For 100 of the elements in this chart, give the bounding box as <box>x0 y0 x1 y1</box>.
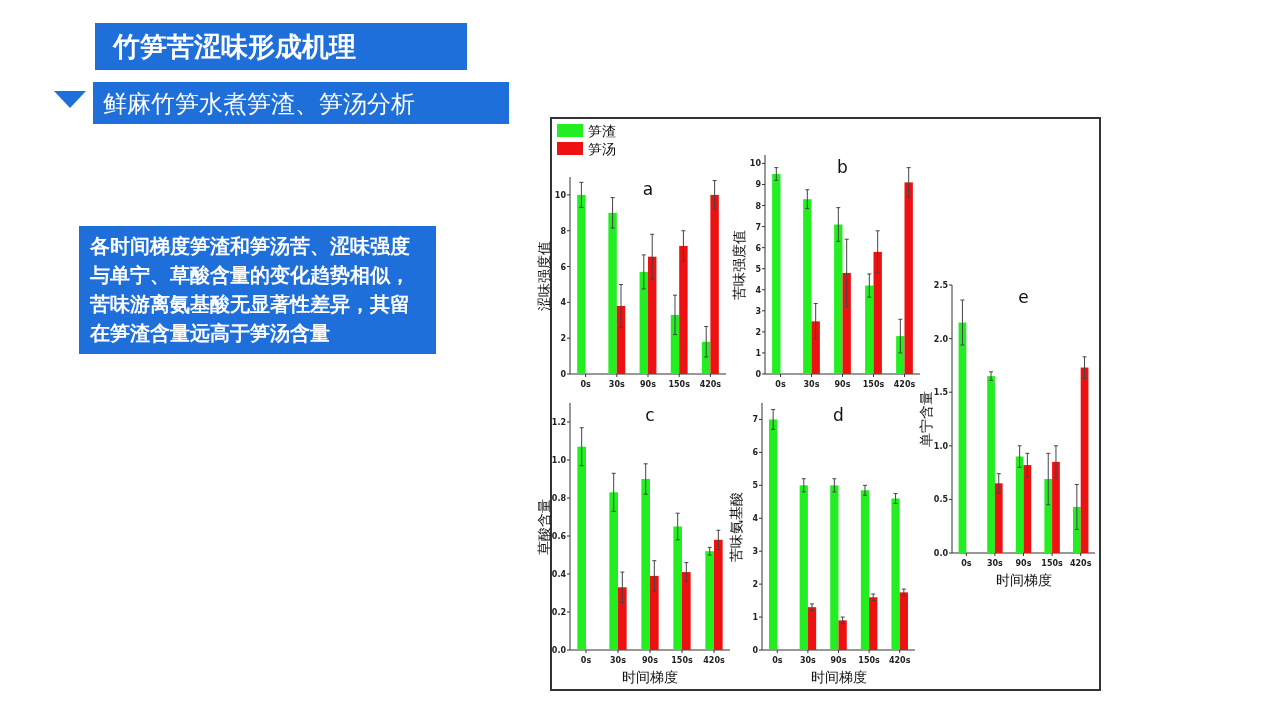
x-tick-label: 0s <box>580 380 591 389</box>
y-tick-label: 1 <box>752 613 759 623</box>
x-axis-title: 时间梯度 <box>995 572 1052 588</box>
bar <box>891 498 900 650</box>
bar <box>865 285 874 374</box>
y-tick-label: 0 <box>755 370 762 379</box>
y-tick-label: 8 <box>560 226 567 236</box>
x-tick-label: 90s <box>640 380 657 389</box>
bar <box>639 271 648 374</box>
y-tick-label: 0.6 <box>551 532 567 541</box>
y-tick-label: 2 <box>560 334 566 344</box>
bar <box>899 592 908 650</box>
x-tick-label: 90s <box>834 380 851 389</box>
x-tick-label: 420s <box>893 380 916 389</box>
text: 各时间梯度笋渣和笋汤苦、涩味强度与单宁、草酸含量的变化趋势相似，苦味游离氨基酸无显著性差异，其留在笋渣含量远高于笋汤含量 <box>79 226 436 354</box>
chart-title: d <box>833 405 844 425</box>
bar <box>772 173 781 374</box>
y-tick-label: 4 <box>560 298 567 308</box>
x-tick-label: 90s <box>1015 559 1032 568</box>
bar <box>769 419 778 650</box>
x-tick-label: 90s <box>830 656 847 665</box>
y-tick-label: 4 <box>755 285 762 295</box>
x-tick-label: 30s <box>803 380 820 389</box>
x-tick-label: 30s <box>986 559 1004 568</box>
bar <box>714 539 723 650</box>
y-tick-label: 6 <box>560 262 567 272</box>
bar <box>799 485 808 650</box>
bar <box>803 199 812 374</box>
legend-label: 笋汤 <box>588 141 616 157</box>
x-tick-label: 30s <box>610 656 627 665</box>
bar <box>807 607 817 650</box>
y-axis-title: 苦味氨基酸 <box>728 491 744 562</box>
y-tick-label: 6 <box>752 448 759 458</box>
bar <box>577 446 586 650</box>
bar <box>842 272 851 374</box>
y-tick-label: 1.2 <box>551 418 566 427</box>
y-tick-label: 2.0 <box>933 334 949 344</box>
y-tick-label: 7 <box>755 222 761 232</box>
text: 鲜麻竹笋水煮笋渣、笋汤分析 <box>93 82 509 124</box>
bar <box>860 490 870 650</box>
y-tick-label: 2.5 <box>933 281 949 290</box>
y-tick-label: 6 <box>755 243 762 253</box>
x-tick-label: 420s <box>703 656 725 665</box>
y-tick-label: 0.0 <box>551 646 567 655</box>
y-tick-label: 0 <box>560 370 567 379</box>
x-tick-label: 150s <box>862 380 885 389</box>
x-tick-label: 0s <box>775 380 786 389</box>
y-tick-label: 0.2 <box>551 608 566 617</box>
y-tick-label: 2 <box>755 327 761 337</box>
y-tick-label: 4 <box>752 514 759 524</box>
y-tick-label: 0.0 <box>933 549 949 558</box>
y-tick-label: 0.4 <box>551 570 567 579</box>
y-tick-label: 1 <box>755 348 762 358</box>
bar <box>994 483 1003 553</box>
chart-title: e <box>1018 287 1029 307</box>
x-tick-label: 150s <box>1041 559 1064 568</box>
y-tick-label: 0.8 <box>551 494 567 503</box>
y-tick-label: 0.5 <box>933 495 949 505</box>
x-tick-label: 420s <box>888 656 911 665</box>
x-tick-label: 0s <box>772 656 783 665</box>
y-tick-label: 10 <box>554 190 567 200</box>
x-tick-label: 30s <box>799 656 817 665</box>
y-tick-label: 3 <box>755 306 761 316</box>
chart-title: a <box>642 179 654 199</box>
y-tick-label: 5 <box>752 481 759 491</box>
bar <box>705 551 714 650</box>
bar <box>682 572 691 650</box>
x-tick-label: 150s <box>858 656 881 665</box>
bar <box>904 182 913 374</box>
y-tick-label: 10 <box>749 159 762 169</box>
y-tick-label: 0 <box>752 646 759 655</box>
bar <box>650 575 659 650</box>
text: 竹笋苦涩味形成机理 <box>95 23 467 70</box>
y-axis-title: 单宁含量 <box>918 391 934 447</box>
y-tick-label: 1.5 <box>933 388 949 398</box>
bar <box>838 620 847 650</box>
x-tick-label: 90s <box>642 656 659 665</box>
x-axis-title: 时间梯度 <box>622 669 678 685</box>
x-tick-label: 0s <box>961 559 972 568</box>
bar <box>1015 456 1024 553</box>
y-tick-label: 1.0 <box>933 441 949 451</box>
bar <box>608 212 617 374</box>
bar <box>896 336 905 374</box>
chart-title: c <box>645 405 655 425</box>
y-tick-label: 7 <box>752 415 758 425</box>
y-axis-title: 涩味强度值 <box>536 240 552 311</box>
bar <box>811 321 820 374</box>
bar <box>834 224 843 374</box>
bar <box>873 251 882 374</box>
x-tick-label: 420s <box>1069 559 1092 568</box>
y-tick-label: 3 <box>752 547 758 557</box>
x-tick-label: 150s <box>668 380 691 389</box>
x-tick-label: 150s <box>671 656 693 665</box>
y-axis-title: 苦味强度值 <box>731 229 747 300</box>
y-tick-label: 5 <box>755 264 762 274</box>
bar <box>648 256 657 374</box>
bar <box>710 194 719 374</box>
y-tick-label: 9 <box>755 180 762 190</box>
bar <box>673 526 682 650</box>
x-axis-title: 时间梯度 <box>810 669 867 685</box>
